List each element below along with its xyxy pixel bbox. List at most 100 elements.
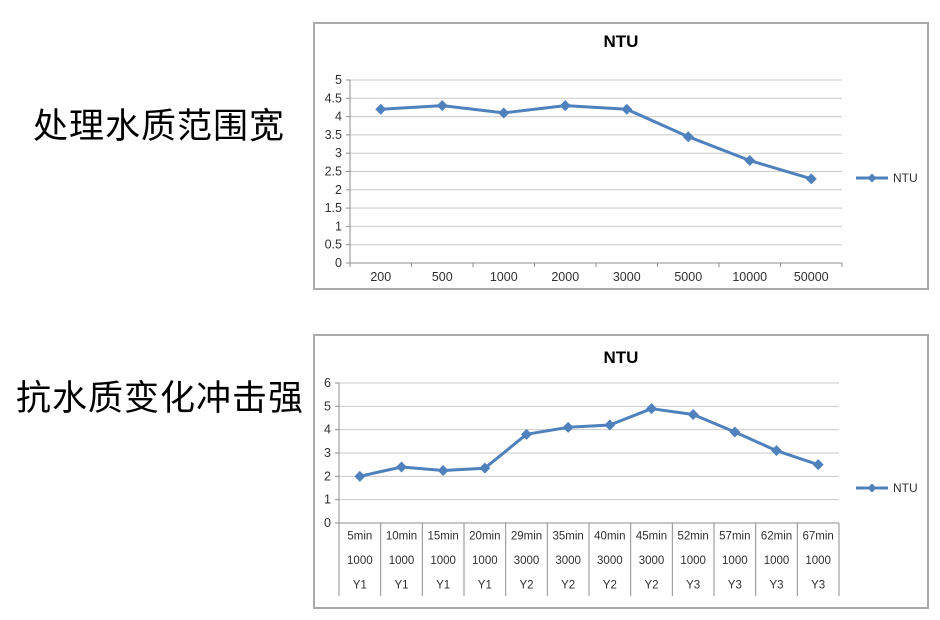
x-category-label: 15min	[428, 531, 459, 543]
x-category-label: 3000	[597, 555, 623, 567]
x-category-label: 10min	[386, 531, 417, 543]
x-category-label: Y2	[561, 579, 575, 591]
y-tick-label: 4	[335, 110, 342, 124]
legend: NTU	[855, 481, 918, 495]
y-tick-label: 3	[335, 146, 342, 160]
x-category-label: 2000	[551, 270, 579, 284]
x-category-label: 50000	[794, 270, 829, 284]
x-category-label: Y2	[603, 579, 617, 591]
x-category-label: Y3	[686, 579, 700, 591]
x-category-label: 1000	[764, 555, 790, 567]
data-point-marker	[354, 470, 366, 482]
data-point-marker	[396, 461, 407, 473]
series-line	[359, 407, 819, 478]
plot-area: 0 1 2 3 4 5 6 5min 10min 15min 20min 29min 35min 40mi…	[324, 376, 840, 596]
data-point-marker	[687, 409, 699, 420]
x-category-label: 1000	[347, 555, 373, 567]
x-category-label: Y2	[519, 579, 533, 591]
legend-diamond-marker	[867, 173, 877, 183]
plot-area: 0 0.5 1 1.5 2 2.5 3 3.5 4 4.5 5 200 500 1000 2000 3000 5…	[325, 73, 843, 284]
chart-ntu-shock-test: 0 1 2 3 4 5 6 5min 10min 15min 20min 29min 35min 40mi…	[313, 334, 929, 609]
y-tick-label: 3.5	[325, 128, 342, 142]
x-category-label: 1000	[472, 555, 498, 567]
data-point-marker	[744, 155, 756, 167]
x-category-label: 5000	[674, 270, 702, 284]
x-category-label: Y3	[728, 579, 742, 591]
x-category-label: Y2	[644, 579, 658, 591]
legend: NTU	[855, 171, 918, 185]
data-point-marker	[559, 100, 571, 112]
data-point-marker	[375, 103, 387, 115]
x-category-label: 3000	[639, 555, 665, 567]
x-category-label: 1000	[680, 555, 706, 567]
x-category-label: 3000	[555, 555, 581, 567]
data-point-marker	[805, 173, 817, 185]
data-point-marker	[729, 426, 741, 438]
data-point-marker	[498, 107, 510, 119]
x-category-label: 40min	[594, 531, 625, 543]
x-category-label: 52min	[678, 531, 709, 543]
x-category-label: 29min	[511, 531, 542, 543]
data-point-marker	[479, 462, 491, 474]
y-tick-label: 1.5	[325, 201, 342, 215]
series-line	[380, 104, 812, 181]
caption-water-quality-range: 处理水质范围宽	[33, 107, 286, 146]
data-point-marker	[621, 103, 633, 115]
data-point-marker	[771, 445, 782, 457]
legend-label: NTU	[893, 171, 918, 185]
y-tick-label: 4	[324, 423, 331, 437]
x-category-label: 62min	[761, 531, 792, 543]
x-category-label: Y1	[394, 579, 408, 591]
x-category-label: 1000	[389, 555, 415, 567]
x-category-label: Y1	[436, 579, 450, 591]
legend-line-icon	[856, 173, 888, 183]
x-category-label: Y1	[478, 579, 492, 591]
x-category-label: 1000	[490, 270, 518, 284]
y-tick-label: 1	[335, 219, 342, 233]
x-category-label: 200	[370, 270, 391, 284]
x-category-label: 5min	[347, 531, 372, 543]
y-tick-label: 0	[324, 516, 331, 530]
x-category-label: 10000	[732, 270, 767, 284]
y-tick-label: 2	[324, 469, 331, 483]
x-category-label: 20min	[469, 531, 500, 543]
x-category-label: Y1	[353, 579, 367, 591]
data-point-marker	[436, 100, 448, 112]
x-category-label: 3000	[514, 555, 540, 567]
x-category-label: 45min	[636, 531, 667, 543]
y-tick-label: 0	[335, 256, 342, 270]
x-category-label: 3000	[613, 270, 641, 284]
y-tick-label: 0.5	[325, 238, 342, 252]
y-tick-label: 2	[335, 183, 342, 197]
y-tick-label: 5	[335, 73, 342, 87]
chart-title: NTU	[603, 32, 639, 51]
data-point-marker	[604, 419, 616, 431]
x-category-label: 67min	[803, 531, 834, 543]
legend-line-icon	[856, 483, 888, 493]
y-tick-label: 1	[324, 493, 331, 507]
legend-diamond-marker	[867, 483, 877, 493]
y-tick-label: 6	[324, 376, 331, 390]
x-category-label: Y3	[769, 579, 783, 591]
data-point-marker	[682, 131, 694, 143]
x-category-label: 35min	[553, 531, 584, 543]
chart-ntu-turbidity-range: 0 0.5 1 1.5 2 2.5 3 3.5 4 4.5 5 200 500 1000 2000 3000 5…	[313, 22, 929, 290]
x-category-label: 1000	[722, 555, 748, 567]
y-tick-label: 2.5	[325, 165, 342, 179]
y-tick-label: 5	[324, 399, 331, 413]
chart-title: NTU	[603, 348, 639, 367]
x-category-label: 57min	[719, 531, 750, 543]
data-point-marker	[521, 428, 532, 440]
data-point-marker	[646, 403, 657, 415]
legend-label: NTU	[893, 481, 918, 495]
x-category-label: 1000	[430, 555, 456, 567]
caption-shock-resistance: 抗水质变化冲击强	[16, 379, 305, 418]
x-category-label: Y3	[811, 579, 825, 591]
data-point-marker	[812, 459, 824, 471]
y-tick-label: 3	[324, 446, 331, 460]
data-point-marker	[562, 421, 574, 433]
y-tick-label: 4.5	[325, 91, 342, 105]
x-category-label: 500	[432, 270, 453, 284]
x-category-label: 1000	[805, 555, 831, 567]
